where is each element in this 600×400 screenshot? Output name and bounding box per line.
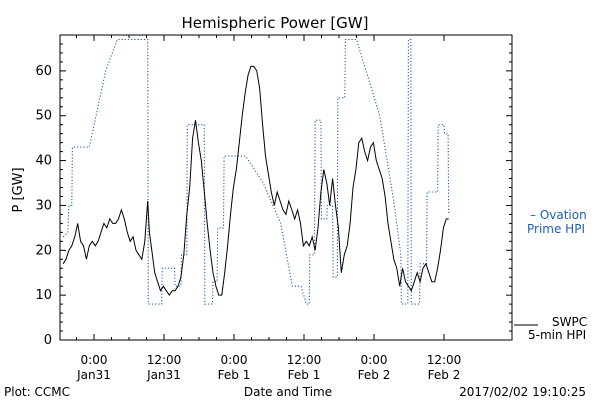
x-tick-label-date: Jan31 (76, 368, 111, 382)
x-tick-label-time: 12:00 (287, 353, 322, 367)
y-tick-label: 40 (35, 154, 52, 169)
plot-axes (59, 34, 513, 341)
plot-credit: Plot: CCMC (4, 385, 70, 399)
x-tick-label-time: 12:00 (147, 353, 182, 367)
x-tick-label-date: Feb 2 (358, 368, 391, 382)
y-tick-label: 10 (35, 288, 52, 303)
x-tick-label-date: Feb 2 (428, 368, 461, 382)
legend-swpc-line1: SWPC (552, 315, 587, 329)
x-tick-label-time: 12:00 (427, 353, 462, 367)
legend-ovation-line1: – Ovation (530, 208, 587, 222)
series-line-swpc-5-min-hpi (62, 65, 449, 296)
plot-frame (59, 34, 513, 341)
x-tick-label-date: Feb 1 (288, 368, 321, 382)
y-tick-label: 20 (35, 243, 52, 258)
plot-timestamp: 2017/02/02 19:10:25 (459, 385, 586, 399)
x-tick-label-time: 0:00 (221, 353, 248, 367)
x-tick-label-time: 0:00 (361, 353, 388, 367)
x-tick-label-date: Feb 1 (218, 368, 251, 382)
x-axis-label: Date and Time (244, 385, 332, 399)
legend-ovation-line2: Prime HPI (527, 222, 585, 236)
legend-swpc-line2: 5-min HPI (528, 328, 586, 342)
chart-title: Hemispheric Power [GW] (182, 14, 369, 32)
y-axis-ticks: 0 10 20 30 40 50 60 (35, 43, 512, 348)
series-layer (62, 38, 450, 305)
x-tick-label-date: Jan31 (146, 368, 181, 382)
x-tick-label-time: 0:00 (81, 353, 108, 367)
series-line-ovation-prime-hpi (62, 38, 450, 305)
y-tick-label: 50 (35, 109, 52, 124)
y-axis-label: P [GW] (11, 167, 26, 212)
y-tick-label: 60 (35, 64, 52, 79)
y-tick-label: 30 (35, 198, 52, 213)
y-tick-label: 0 (44, 333, 52, 348)
